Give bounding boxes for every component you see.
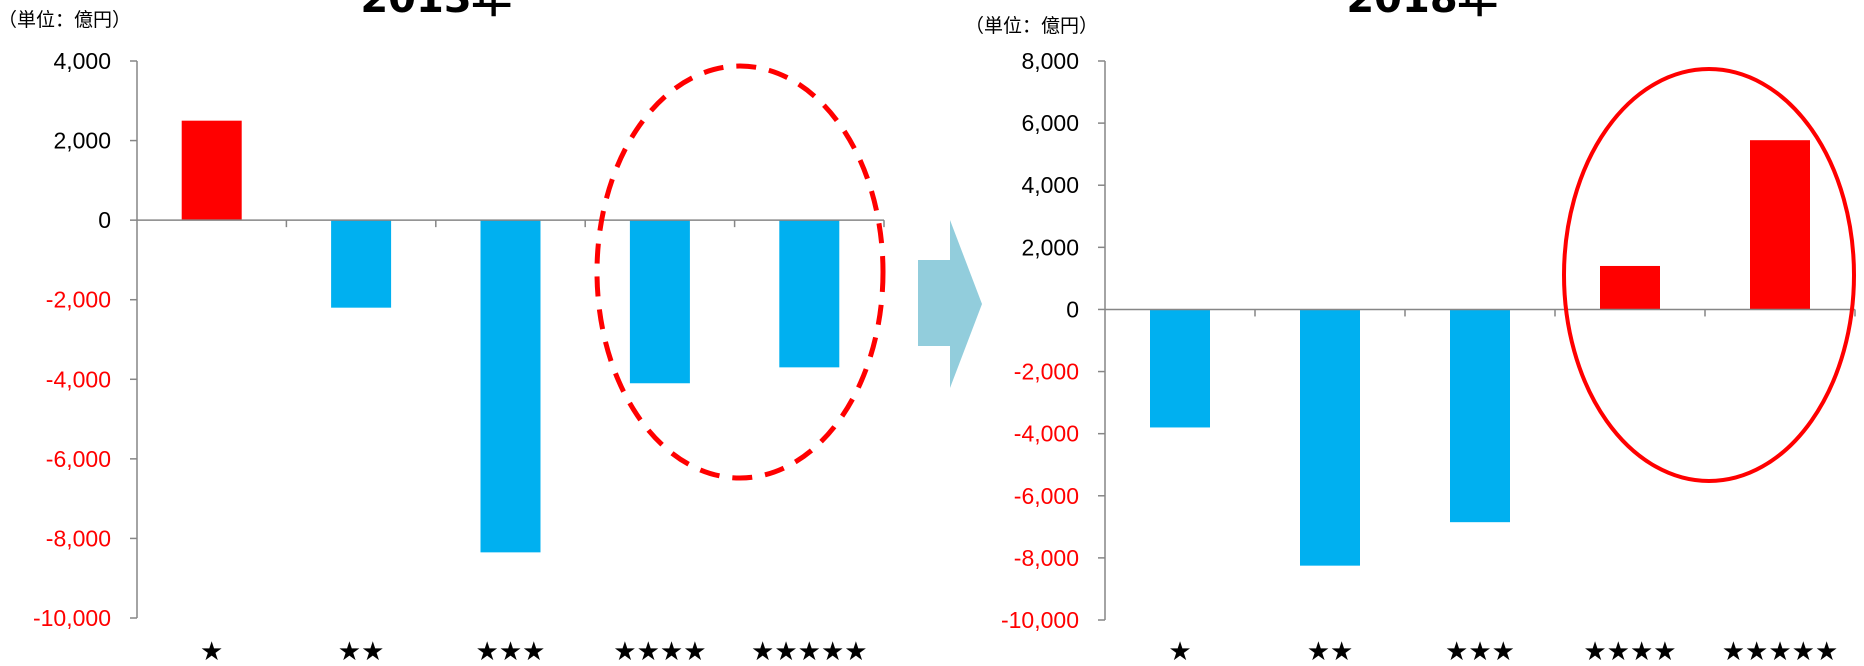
y-tick-label: 2,000 xyxy=(53,128,111,154)
y-tick-label: -10,000 xyxy=(1001,607,1079,633)
y-tick-label: 0 xyxy=(98,207,111,233)
bar xyxy=(779,220,840,368)
chart-title: 2013年 xyxy=(360,0,511,22)
chart-title: 2018年 xyxy=(1346,0,1497,22)
category-label: ★★★★★ xyxy=(751,637,868,666)
highlight-dashed-ellipse xyxy=(594,63,886,481)
y-tick-label: -10,000 xyxy=(33,605,111,631)
y-tick-label: -4,000 xyxy=(1014,421,1079,447)
category-label: ★★ xyxy=(1307,637,1354,666)
y-tick-label: -2,000 xyxy=(1014,359,1079,385)
category-label: ★★★ xyxy=(1445,637,1515,666)
category-label: ★ xyxy=(1168,637,1191,666)
right-arrow-icon xyxy=(918,220,982,388)
bar xyxy=(1450,309,1510,523)
y-tick-label: 6,000 xyxy=(1021,110,1079,136)
bar xyxy=(1300,309,1360,566)
category-label: ★★★ xyxy=(476,637,546,666)
bar xyxy=(480,220,541,553)
y-tick-label: -2,000 xyxy=(46,287,111,313)
unit-label: （単位：億円） xyxy=(0,9,131,31)
bar xyxy=(1600,265,1660,310)
chart-2018: （単位：億円） 2018年 8,000 6,000 4,000 2,000 0 -2,00… xyxy=(965,0,1856,666)
bar xyxy=(629,220,690,384)
y-tick-label: 0 xyxy=(1066,296,1079,322)
y-tick-label: 8,000 xyxy=(1021,48,1079,74)
category-label: ★ xyxy=(200,637,223,666)
bar xyxy=(331,220,392,308)
bar xyxy=(1150,309,1210,428)
y-tick-label: -6,000 xyxy=(1014,483,1079,509)
y-tick-label: -4,000 xyxy=(46,366,111,392)
bar xyxy=(181,120,242,221)
highlight-solid-ellipse xyxy=(1562,67,1856,483)
y-tick-label: -8,000 xyxy=(1014,545,1079,571)
category-label: ★★ xyxy=(338,637,385,666)
category-label: ★★★★★ xyxy=(1722,637,1839,666)
chart-2013: （単位：億円） 2013年 4,000 2,000 0 -2,000 -4,000 -6,… xyxy=(0,0,886,666)
y-tick-label: 4,000 xyxy=(53,48,111,74)
y-tick-label: -8,000 xyxy=(46,525,111,551)
category-label: ★★★★ xyxy=(1583,637,1676,666)
bar xyxy=(1750,140,1810,310)
y-tick-label: 4,000 xyxy=(1021,172,1079,198)
y-tick-label: -6,000 xyxy=(46,446,111,472)
y-tick-label: 2,000 xyxy=(1021,234,1079,260)
category-label: ★★★★ xyxy=(613,637,706,666)
unit-label: （単位：億円） xyxy=(965,15,1098,37)
